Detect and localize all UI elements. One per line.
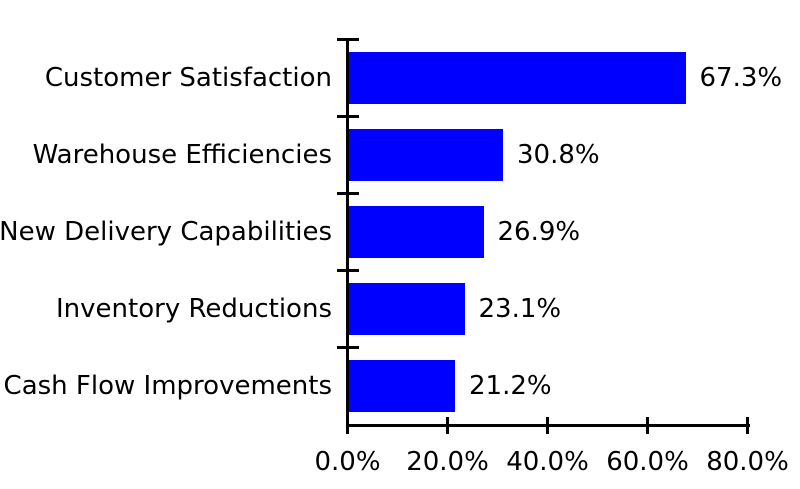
category-label: Customer Satisfaction: [44, 62, 332, 93]
x-tick-label: 80.0%: [706, 447, 789, 477]
bar-value-label: 30.8%: [517, 139, 600, 170]
y-axis-tick: [336, 191, 359, 195]
bar-value-label: 21.2%: [469, 371, 552, 402]
bar-value-label: 67.3%: [699, 62, 783, 93]
bar: [349, 283, 465, 336]
category-label: Inventory Reductions: [56, 294, 332, 325]
x-tick-label: 0.0%: [314, 447, 381, 477]
bar: [349, 51, 686, 104]
category-label: New Delivery Capabilities: [0, 216, 332, 247]
x-axis-tick: [446, 417, 449, 434]
y-axis-tick: [336, 37, 359, 41]
y-axis-tick: [336, 269, 359, 273]
bar: [349, 206, 484, 258]
x-tick-label: 40.0%: [506, 447, 589, 477]
y-axis-tick: [336, 346, 359, 350]
x-tick-label: 60.0%: [606, 447, 689, 477]
bar: [349, 128, 503, 181]
x-axis-tick: [546, 417, 549, 434]
y-axis-tick: [336, 114, 359, 118]
x-axis-tick: [346, 417, 349, 434]
category-label: Warehouse Efficiencies: [32, 139, 332, 170]
x-tick-label: 20.0%: [406, 447, 489, 477]
bar: [349, 360, 455, 413]
bar-value-label: 23.1%: [478, 294, 562, 325]
bar-value-label: 26.9%: [497, 216, 581, 247]
category-label: Cash Flow Improvements: [3, 371, 332, 402]
x-axis-tick: [646, 417, 649, 434]
x-axis-tick: [746, 417, 749, 434]
y-axis-line: [346, 37, 349, 434]
